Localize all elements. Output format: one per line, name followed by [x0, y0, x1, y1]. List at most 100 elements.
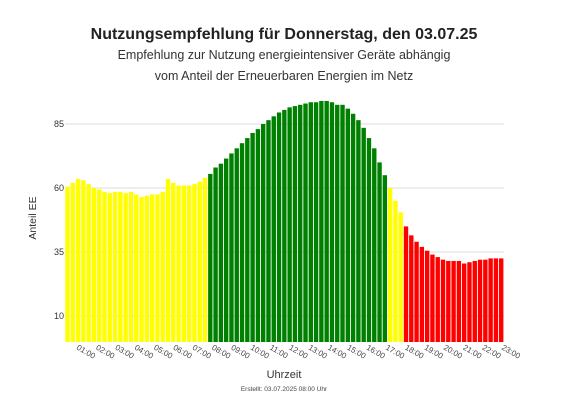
bar — [91, 188, 97, 342]
chart-subtitle-line-2: vom Anteil der Erneuerbaren Energien im … — [154, 69, 414, 83]
bar — [112, 191, 118, 342]
x-tick-label: 13:00 — [307, 343, 329, 361]
x-tick-label: 03:00 — [114, 343, 136, 361]
y-tick-label: 35 — [54, 247, 64, 257]
bar — [440, 259, 446, 342]
x-tick-label: 08:00 — [210, 343, 232, 361]
bar — [139, 196, 144, 342]
bar — [414, 241, 419, 342]
x-tick-label: 15:00 — [345, 343, 367, 361]
x-tick-label: 10:00 — [249, 343, 271, 361]
bar — [155, 194, 160, 342]
bar — [97, 189, 102, 342]
x-tick-label: 11:00 — [268, 343, 290, 361]
bar — [223, 158, 229, 342]
bar — [467, 262, 472, 342]
bar — [260, 124, 266, 342]
bar — [239, 143, 245, 342]
bar — [229, 153, 234, 342]
bar — [271, 116, 276, 342]
x-tick-label: 06:00 — [172, 343, 194, 361]
bar — [324, 100, 329, 343]
bar — [398, 212, 403, 342]
x-tick-label: 02:00 — [94, 343, 116, 361]
bar — [403, 226, 409, 342]
x-tick-label: 19:00 — [423, 343, 445, 361]
bar — [335, 104, 340, 342]
bar — [128, 191, 134, 342]
x-axis-label: Uhrzeit — [266, 369, 302, 381]
bar — [451, 260, 456, 342]
bar — [424, 250, 430, 342]
x-tick-label: 07:00 — [191, 343, 213, 361]
bar — [377, 162, 382, 342]
bar — [393, 200, 398, 342]
bar — [218, 163, 224, 342]
x-tick-label: 21:00 — [461, 343, 483, 361]
bar — [70, 182, 75, 342]
bar — [255, 129, 261, 342]
bar — [165, 179, 171, 342]
bar — [483, 259, 488, 342]
x-tick-label: 12:00 — [288, 343, 310, 361]
bar — [81, 180, 86, 342]
x-axis-ticks: 01:0002:0003:0004:0005:0006:0007:0008:00… — [75, 343, 522, 361]
bar — [382, 175, 388, 342]
x-tick-label: 18:00 — [403, 343, 425, 361]
x-tick-label: 01:00 — [75, 343, 97, 361]
bar — [435, 257, 440, 342]
bar — [160, 191, 165, 342]
bar — [86, 184, 91, 342]
bar — [372, 148, 377, 342]
bar — [292, 106, 298, 342]
x-tick-label: 17:00 — [384, 343, 406, 361]
bars — [65, 100, 504, 343]
bar — [65, 186, 70, 342]
x-tick-label: 04:00 — [133, 343, 155, 361]
y-axis-label: Anteil EE — [27, 196, 39, 240]
bar — [387, 188, 393, 342]
bar — [477, 259, 483, 342]
y-tick-label: 10 — [54, 311, 64, 321]
bar — [171, 182, 176, 342]
x-tick-label: 14:00 — [326, 343, 348, 361]
bar — [350, 113, 356, 342]
x-tick-label: 05:00 — [152, 343, 174, 361]
y-tick-label: 85 — [54, 119, 64, 129]
bar — [409, 235, 414, 342]
bar — [149, 194, 155, 342]
bar — [308, 102, 313, 343]
bar — [245, 138, 250, 342]
bar — [329, 102, 335, 343]
y-axis-ticks: 10 35 60 85 — [54, 119, 64, 321]
bar — [250, 132, 255, 342]
bar — [472, 260, 477, 342]
bar — [134, 194, 139, 342]
bar — [313, 102, 319, 343]
bar — [181, 185, 187, 342]
bar — [208, 173, 213, 342]
bar — [456, 260, 462, 342]
bar — [186, 185, 192, 342]
bar — [176, 185, 181, 342]
bar — [202, 177, 208, 342]
bar — [340, 104, 345, 342]
bar — [366, 138, 372, 342]
bar — [345, 108, 351, 342]
bar — [298, 104, 303, 342]
bar — [461, 263, 467, 342]
bar — [361, 127, 366, 342]
bar — [234, 148, 239, 342]
bar — [123, 193, 128, 342]
bar — [197, 181, 202, 342]
created-timestamp: Erstellt: 03.07.2025 08:00 Uhr — [240, 386, 328, 393]
x-tick-label: 09:00 — [230, 343, 252, 361]
bar — [430, 254, 435, 342]
bar — [266, 120, 271, 342]
x-tick-label: 22:00 — [481, 343, 503, 361]
bar — [287, 107, 292, 342]
bar — [192, 184, 197, 342]
bar — [282, 109, 287, 342]
bar — [488, 258, 493, 342]
